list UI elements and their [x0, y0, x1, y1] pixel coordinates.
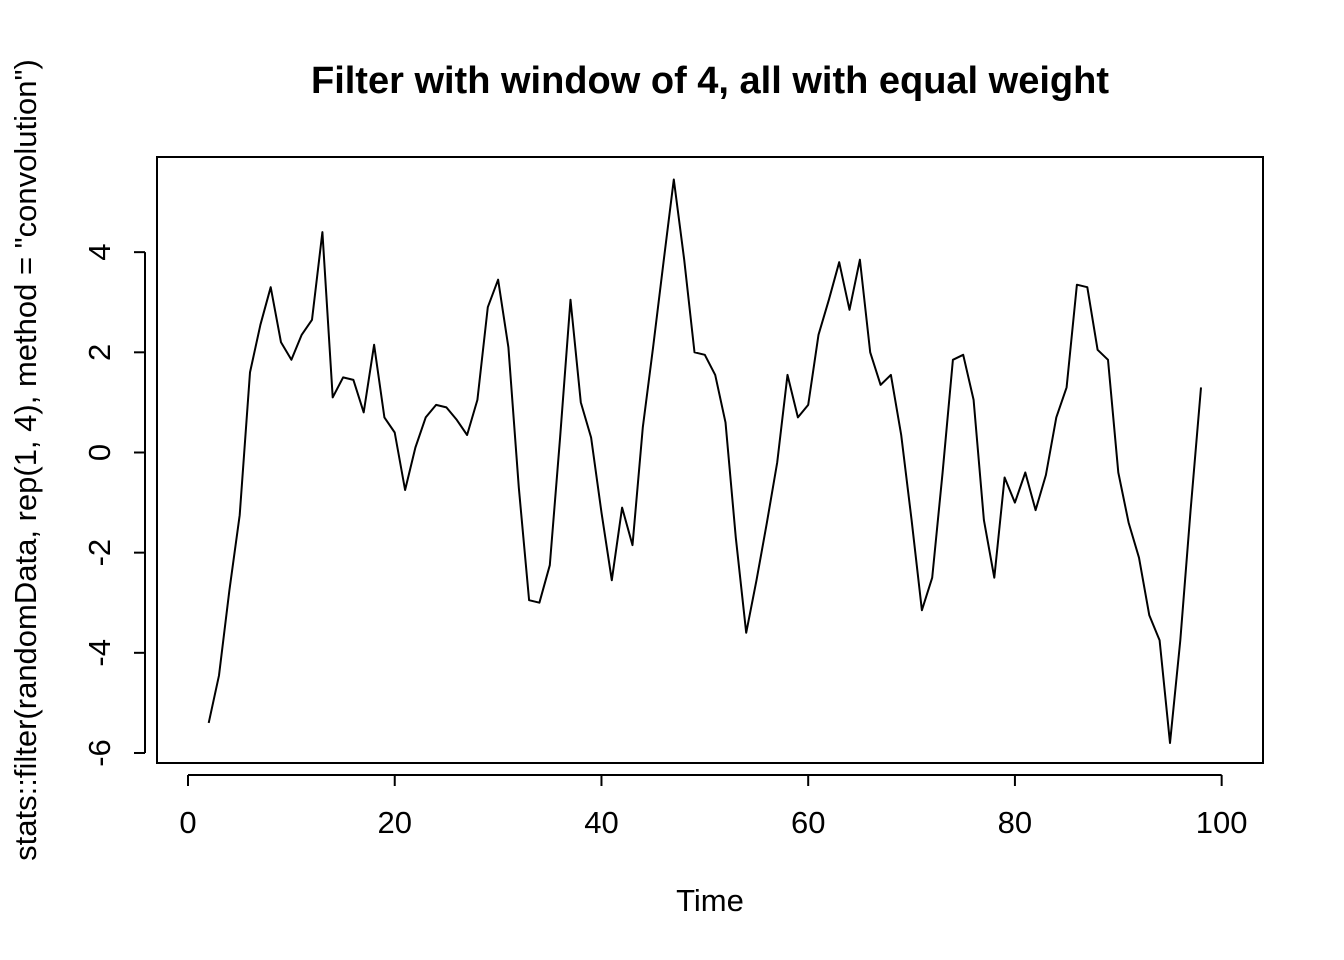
y-tick-label: -2: [82, 539, 117, 567]
y-tick-label: 4: [82, 244, 117, 261]
y-tick-label: 0: [82, 444, 117, 461]
y-axis-label: stats::filter(randomData, rep(1, 4), met…: [8, 59, 43, 861]
x-axis: 0 20 40 60 80 100: [179, 774, 1248, 840]
chart-title: Filter with window of 4, all with equal …: [311, 60, 1109, 102]
x-tick-label: 0: [179, 805, 196, 840]
y-tick-label: -6: [82, 739, 117, 767]
x-tick-label: 60: [791, 805, 825, 840]
y-tick-label: 2: [82, 344, 117, 361]
x-tick-label: 80: [998, 805, 1032, 840]
x-tick-label: 100: [1196, 805, 1248, 840]
x-axis-label: Time: [676, 883, 744, 918]
series-line: [207, 178, 1202, 744]
plot-frame: [156, 156, 1264, 764]
x-tick-label: 20: [377, 805, 411, 840]
y-tick-label: -4: [82, 639, 117, 667]
y-axis: -6 -4 -2 0 2 4: [82, 244, 146, 767]
x-tick-label: 40: [584, 805, 618, 840]
